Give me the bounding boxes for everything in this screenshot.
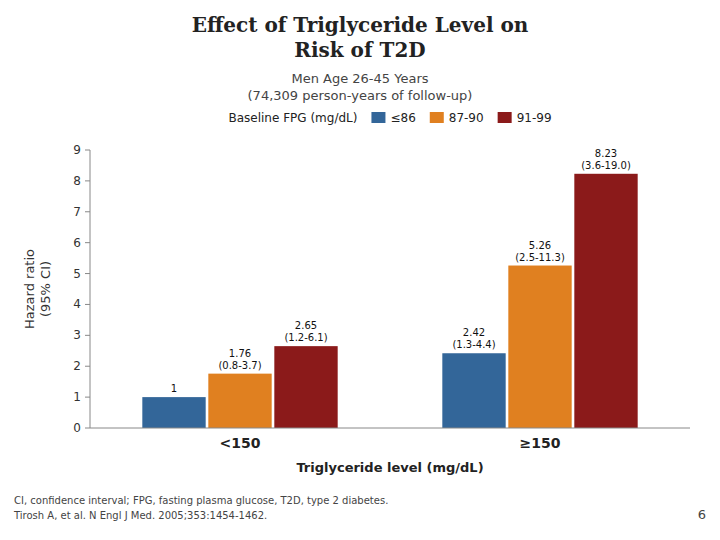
legend-label: 91-99 <box>517 111 552 125</box>
text-line: 5.26 <box>529 240 551 251</box>
text-line: (1.2-6.1) <box>284 332 327 343</box>
y-tick-label: 9 <box>73 143 81 157</box>
text-line: (74,309 person-years of follow-up) <box>248 88 473 103</box>
y-tick-label: 4 <box>73 297 81 311</box>
y-tick <box>85 242 90 243</box>
legend-swatch <box>430 112 444 123</box>
text-line: Hazard ratio <box>22 249 37 329</box>
page-number: 6 <box>698 507 706 522</box>
footnote: Tirosh A, et al. N Engl J Med. 2005;353:… <box>13 510 267 521</box>
data-label: 8.23(3.6-19.0) <box>581 148 631 171</box>
y-tick-label: 8 <box>73 174 81 188</box>
x-tick-label: <150 <box>220 435 261 451</box>
text-line: 2.42 <box>463 327 485 338</box>
data-label: 1.76(0.8-3.7) <box>218 348 261 371</box>
text-line: 1 <box>171 383 177 394</box>
subtitle: Men Age 26-45 Years (74,309 person-years … <box>248 71 473 103</box>
text-line: Risk of T2D <box>294 38 425 62</box>
x-axis-label: Triglyceride level (mg/dL) <box>296 460 483 475</box>
y-tick <box>85 428 90 429</box>
text-line: Men Age 26-45 Years <box>291 71 428 86</box>
legend-title: Baseline FPG (mg/dL) <box>228 111 357 125</box>
data-labels: 1 2.42(1.3-4.4) 1.76(0.8-3.7) 5.26(2.5-11.3… <box>171 148 631 394</box>
data-label: 2.65(1.2-6.1) <box>284 320 327 343</box>
y-tick-label: 1 <box>73 390 81 404</box>
x-axis-line <box>90 428 690 429</box>
y-tick-label: 3 <box>73 328 81 342</box>
chart: Effect of Triglyceride Level onRisk of T… <box>0 0 720 540</box>
y-tick <box>85 335 90 336</box>
bar <box>142 397 205 428</box>
legend-swatch <box>498 112 512 123</box>
y-tick-label: 7 <box>73 205 81 219</box>
text-line: (0.8-3.7) <box>218 360 261 371</box>
text-line: (1.3-4.4) <box>452 339 495 350</box>
y-tick <box>85 150 90 151</box>
bars <box>142 174 637 428</box>
text-line: (95% CI) <box>38 261 53 317</box>
y-tick <box>85 304 90 305</box>
legend-label: ≤86 <box>390 111 415 125</box>
data-label: 2.42(1.3-4.4) <box>452 327 495 350</box>
legend-label: 87-90 <box>449 111 484 125</box>
y-axis-line <box>90 150 91 428</box>
y-tick <box>85 180 90 181</box>
footnote: CI, confidence interval; FPG, fasting pl… <box>14 495 388 506</box>
bar <box>574 174 637 428</box>
text-line: 1.76 <box>229 348 251 359</box>
y-axis-label: Hazard ratio(95% CI) <box>22 249 53 329</box>
y-tick <box>85 397 90 398</box>
y-tick-label: 5 <box>73 267 81 281</box>
bar <box>208 374 271 428</box>
text-line: (2.5-11.3) <box>515 252 565 263</box>
y-tick-label: 2 <box>73 359 81 373</box>
text-line: 8.23 <box>595 148 617 159</box>
y-tick-label: 0 <box>73 421 81 435</box>
bar <box>274 346 337 428</box>
bar <box>442 353 505 428</box>
data-label: 5.26(2.5-11.3) <box>515 240 565 263</box>
y-tick-label: 6 <box>73 236 81 250</box>
text-line: (3.6-19.0) <box>581 160 631 171</box>
legend-swatch <box>371 112 385 123</box>
bar <box>508 266 571 428</box>
x-tick-label: ≥150 <box>520 435 561 451</box>
legend: Baseline FPG (mg/dL) ≤86 87-90 91-99 <box>228 111 551 125</box>
title: Effect of Triglyceride Level onRisk of T… <box>192 13 529 62</box>
y-tick <box>85 211 90 212</box>
data-label: 1 <box>171 383 177 394</box>
text-line: 2.65 <box>295 320 317 331</box>
y-tick <box>85 273 90 274</box>
text-line: Effect of Triglyceride Level on <box>192 13 529 37</box>
y-tick <box>85 366 90 367</box>
